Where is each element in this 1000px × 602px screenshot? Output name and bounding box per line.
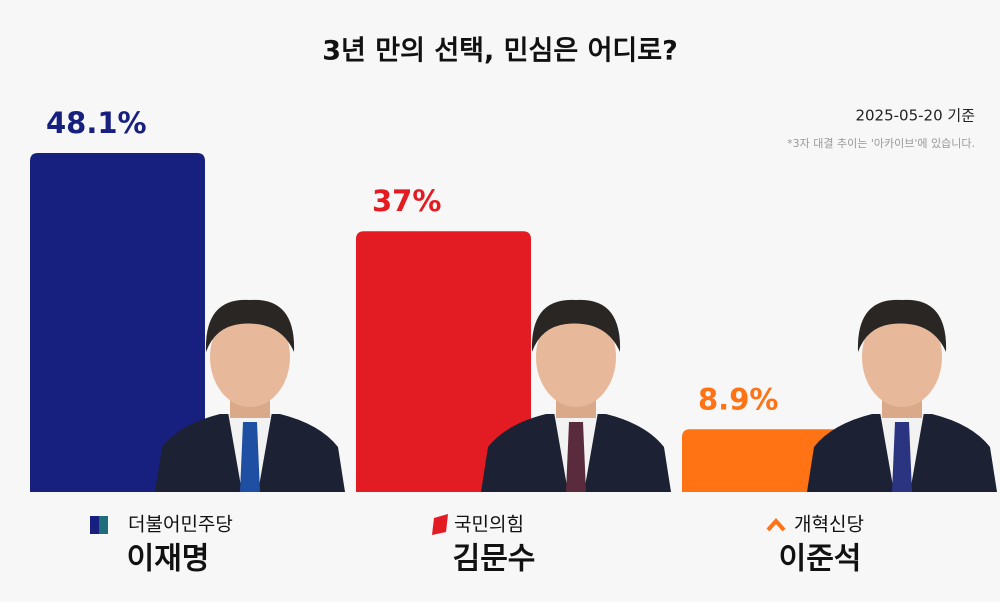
party-name: 개혁신당 <box>794 514 864 536</box>
candidate-name: 이재명 <box>127 542 210 577</box>
face <box>536 307 616 407</box>
value-label: 8.9% <box>698 382 778 416</box>
party-name: 국민의힘 <box>454 514 524 536</box>
hair <box>531 299 621 352</box>
value-label: 48.1% <box>46 106 147 140</box>
hair <box>857 299 947 352</box>
value-label: 37% <box>372 184 441 218</box>
tie <box>240 422 260 492</box>
face <box>862 307 942 407</box>
party-icon <box>99 516 108 534</box>
chart-title: 3년 만의 선택, 민심은 어디로? <box>322 36 678 67</box>
candidate-name: 김문수 <box>453 542 536 577</box>
candidate-photo <box>807 299 997 492</box>
candidate-name: 이준석 <box>779 542 862 577</box>
bar <box>356 231 531 492</box>
tie <box>892 422 912 492</box>
party-icon <box>432 514 448 535</box>
party-name: 더불어민주당 <box>128 514 233 536</box>
candidate-photo <box>481 299 671 492</box>
bar <box>30 153 205 492</box>
date-label: 2025-05-20 기준 <box>855 107 975 125</box>
hair <box>205 299 295 352</box>
note: *3자 대결 추이는 '아카이브'에 있습니다. <box>787 137 975 150</box>
tie <box>566 422 586 492</box>
face <box>210 307 290 407</box>
candidate-photo <box>155 299 345 492</box>
party-icon <box>766 517 786 532</box>
